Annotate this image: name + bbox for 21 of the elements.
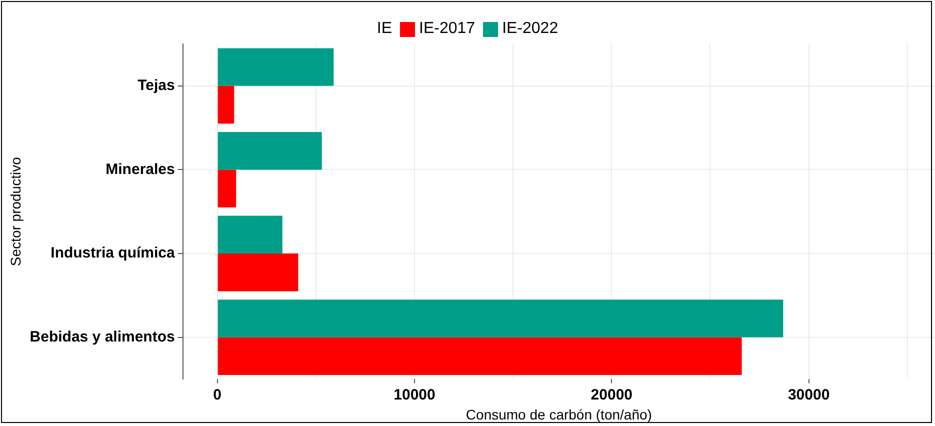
- bar: [218, 337, 742, 376]
- y-axis-title: Sector productivo: [7, 156, 24, 266]
- x-tick-label: 10000: [394, 386, 436, 404]
- x-tick-label: 30000: [788, 386, 830, 404]
- y-tick-label: Bebidas y alimentos: [30, 328, 175, 346]
- bar: [218, 48, 334, 86]
- y-tick-label: Minerales: [106, 160, 175, 178]
- bar: [218, 300, 784, 338]
- x-tick-label: 20000: [590, 386, 633, 404]
- bar: [218, 86, 234, 124]
- legend-title: IE: [376, 20, 392, 38]
- bar: [218, 254, 298, 292]
- y-tick-label: Industria química: [50, 244, 176, 262]
- bar: [218, 170, 236, 208]
- y-tick-label: Tejas: [138, 77, 175, 94]
- bar: [218, 216, 282, 254]
- x-axis-title: Consumo de carbón (ton/año): [466, 406, 652, 422]
- x-tick-label: 0: [213, 386, 222, 404]
- legend-label: IE-2022: [502, 20, 558, 38]
- legend-label: IE-2017: [419, 20, 476, 38]
- bar: [218, 132, 322, 170]
